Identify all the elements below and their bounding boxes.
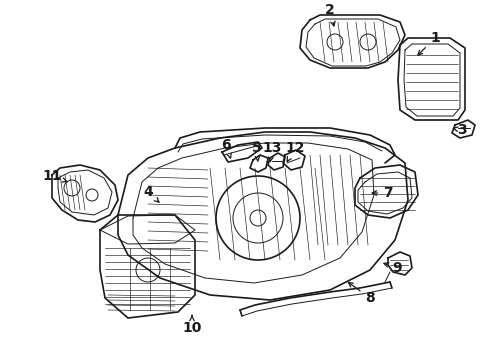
Text: 3: 3 <box>453 123 467 137</box>
Text: 8: 8 <box>348 283 375 305</box>
Text: 2: 2 <box>325 3 335 26</box>
Text: 9: 9 <box>384 261 402 275</box>
Text: 7: 7 <box>372 186 393 200</box>
Text: 12: 12 <box>285 141 305 161</box>
Text: 5: 5 <box>252 141 262 161</box>
Text: 4: 4 <box>143 185 159 202</box>
Text: 11: 11 <box>42 169 67 183</box>
Text: 1: 1 <box>418 31 440 55</box>
Text: 13: 13 <box>262 141 282 162</box>
Text: 10: 10 <box>182 315 202 335</box>
Text: 6: 6 <box>221 138 231 158</box>
